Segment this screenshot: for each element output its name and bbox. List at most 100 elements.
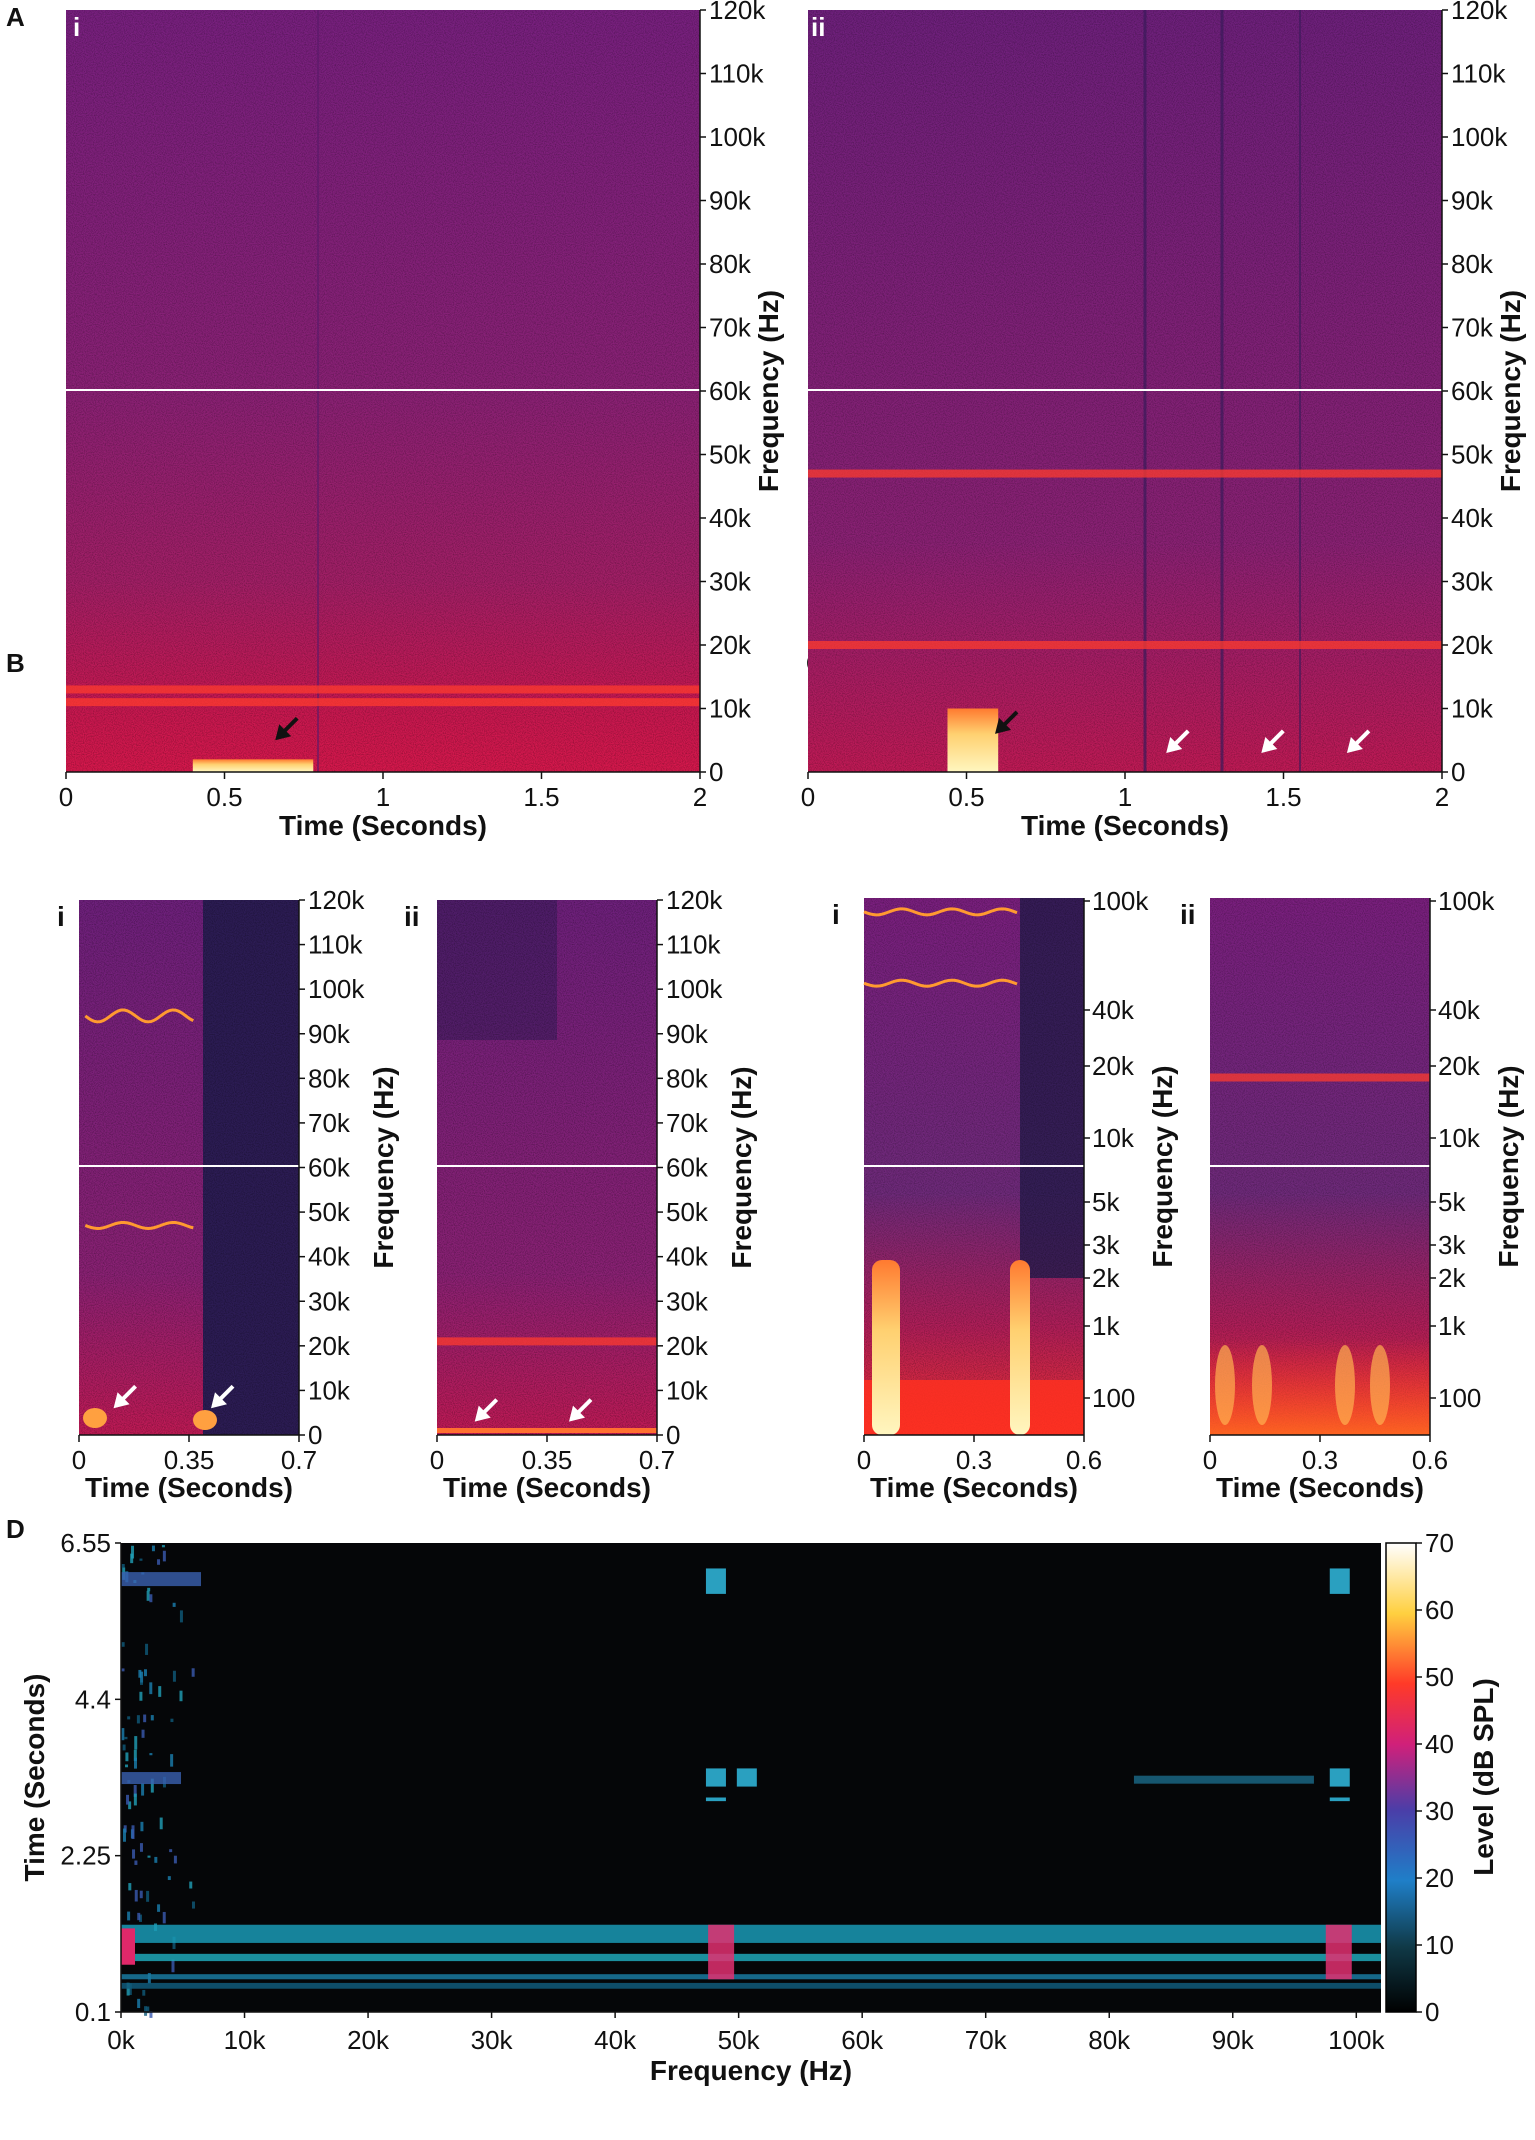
x-tick-label: 1: [1118, 782, 1132, 812]
y-tick-label: 40k: [1092, 995, 1135, 1025]
y-tick-label: 50k: [308, 1197, 351, 1227]
y-tick-label: 2.25: [60, 1841, 111, 1871]
colorbar-tick-label: 0: [1425, 1997, 1439, 2027]
call-patch: [1330, 1797, 1350, 1801]
call-patch: [706, 1768, 726, 1786]
x-tick-label: 0: [59, 782, 73, 812]
y-tick-label: 40k: [1451, 503, 1494, 533]
x-tick-label: 1.5: [1265, 782, 1301, 812]
energy-cell: [132, 1825, 135, 1839]
y-tick-label: 50k: [666, 1197, 709, 1227]
y-tick-label: 70k: [1451, 313, 1494, 343]
y-tick-label: 70k: [308, 1108, 351, 1138]
energy-cell: [130, 1554, 133, 1564]
y-tick-label: 3k: [1092, 1230, 1120, 1260]
y-tick-label: 30k: [709, 567, 752, 597]
y-tick-label: 100k: [709, 122, 766, 152]
energy-cell: [168, 1876, 171, 1880]
y-tick-label: 40k: [1438, 995, 1481, 1025]
y-tick-label: 1k: [1438, 1311, 1466, 1341]
low-freq-strip: [437, 1428, 657, 1433]
y-tick-label: 100: [1438, 1383, 1481, 1413]
energy-cell: [143, 1715, 146, 1723]
energy-cell: [122, 1642, 125, 1647]
y-axis-label: Frequency (Hz): [726, 1066, 757, 1268]
colorbar-tick-label: 20: [1425, 1863, 1454, 1893]
energy-cell: [147, 1591, 150, 1601]
x-tick-label: 0: [72, 1445, 86, 1475]
x-axis-label: Frequency (Hz): [650, 2055, 852, 2086]
low-frequency-band: [1210, 1340, 1430, 1435]
spectrogram-c-i: 0 0.3 0.61001k2k3k5k10k20k40k100kTime (Sec…: [857, 886, 1178, 1503]
figure: A B C D i 00.511.52010k20k30k40k50k60k70…: [0, 0, 1535, 2140]
colorbar-tick-label: 60: [1425, 1595, 1454, 1625]
x-axis-label: Time (Seconds): [279, 810, 487, 841]
low-freq-pulse: [1010, 1260, 1030, 1435]
y-tick-label: 6.55: [60, 1528, 111, 1558]
x-tick-label: 30k: [471, 2025, 514, 2055]
y-tick-label: 1k: [1092, 1311, 1120, 1341]
row-band: [1134, 1776, 1314, 1784]
x-tick-label: 0.6: [1412, 1445, 1448, 1475]
noise-band: [66, 685, 700, 693]
energy-cell: [140, 1822, 143, 1831]
broadband-band: [121, 1954, 1381, 1961]
y-tick-label: 10k: [709, 694, 752, 724]
y-tick-label: 20k: [1438, 1051, 1481, 1081]
energy-cell: [149, 1594, 152, 1602]
call-patch: [737, 1768, 757, 1786]
x-tick-label: 0.6: [1066, 1445, 1102, 1475]
y-axis-label: Time (Seconds): [19, 1674, 50, 1882]
y-axis-label: Frequency (Hz): [1495, 290, 1526, 492]
y-tick-label: 100k: [1438, 886, 1495, 916]
high-energy-band: [121, 1928, 135, 1964]
energy-cell: [170, 1754, 173, 1767]
noise-band: [66, 698, 700, 706]
sub-label-i: i: [73, 12, 80, 42]
noise-texture: [79, 900, 299, 1435]
energy-cell: [169, 1849, 172, 1852]
sub-label-b-ii: ii: [404, 901, 420, 932]
y-tick-label: 110k: [709, 59, 764, 89]
y-tick-label: 90k: [308, 1019, 351, 1049]
y-tick-label: 100: [1092, 1383, 1135, 1413]
y-tick-label: 80k: [666, 1063, 709, 1093]
energy-cell: [163, 1912, 166, 1923]
sub-label-c-ii: ii: [1180, 899, 1196, 930]
x-tick-label: 0.3: [956, 1445, 992, 1475]
y-tick-label: 10k: [666, 1375, 709, 1405]
energy-cell: [134, 1758, 137, 1769]
energy-cell: [134, 1794, 137, 1806]
energy-cell: [171, 1960, 174, 1973]
energy-cell: [123, 1745, 126, 1751]
energy-cell: [179, 1691, 182, 1702]
energy-cell: [147, 1588, 150, 1591]
sub-label-c-i: i: [832, 899, 840, 930]
y-tick-label: 5k: [1438, 1187, 1466, 1217]
energy-cell: [126, 1795, 129, 1805]
energy-cell: [157, 1559, 160, 1565]
y-tick-label: 0: [666, 1420, 680, 1450]
energy-cell: [140, 1672, 143, 1683]
spectrogram-a-i: i 0 0.5 1 1.5 2010k20k30k40k50k60k70k80k90k1…: [59, 0, 784, 841]
colorbar-tick-label: 30: [1425, 1796, 1454, 1826]
x-tick-label: 0: [801, 782, 815, 812]
spectrogram-b-ii: 0 0.35 0.7010k20k30k40k50k60k70k80k90k100k…: [430, 885, 757, 1503]
y-tick-label: 70k: [709, 313, 752, 343]
energy-cell: [189, 1882, 192, 1889]
broadband-band: [121, 1974, 1381, 1979]
burst: [947, 709, 998, 773]
x-tick-label: 0k: [107, 2025, 135, 2055]
energy-cell: [149, 1753, 152, 1755]
panel-label-a: A: [6, 2, 25, 32]
y-tick-label: 120k: [308, 885, 365, 915]
spectrogram-c-ii: 0 0.3 0.61001k2k3k5k10k20k40k100kTime (Sec…: [1203, 886, 1524, 1503]
y-tick-label: 4.4: [75, 1684, 111, 1714]
y-tick-label: 110k: [1451, 59, 1506, 89]
y-tick-label: 10k: [1092, 1123, 1135, 1153]
energy-cell: [146, 1891, 149, 1902]
energy-cell: [142, 1990, 145, 1996]
x-tick-label: 0.35: [164, 1445, 215, 1475]
x-tick-label: 1: [376, 782, 390, 812]
energy-cell: [180, 1610, 183, 1622]
